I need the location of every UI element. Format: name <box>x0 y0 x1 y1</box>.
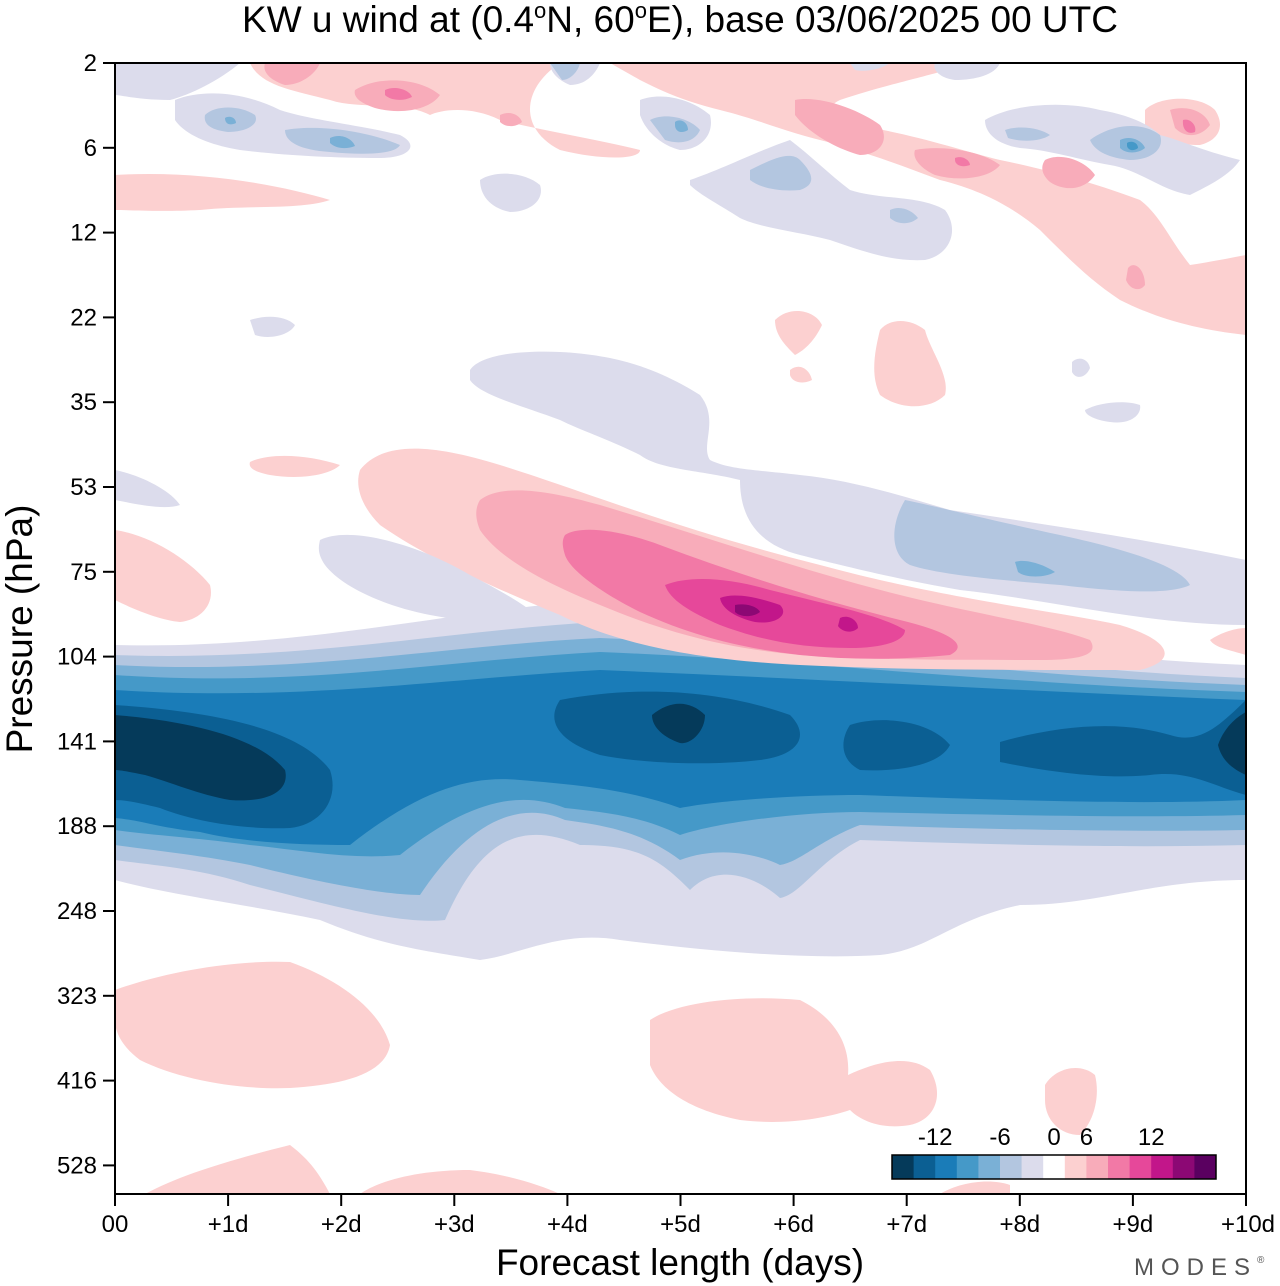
x-tick-label: +10d <box>1221 1211 1275 1238</box>
y-tick-label: 12 <box>70 220 97 247</box>
contour-field <box>115 63 1246 1194</box>
y-axis-label: Pressure (hPa) <box>0 505 40 754</box>
colorbar-swatch <box>913 1155 936 1179</box>
colorbar-swatch <box>978 1155 1001 1179</box>
colorbar-swatch <box>1043 1155 1066 1179</box>
x-tick-label: +8d <box>999 1211 1040 1238</box>
colorbar-tick-label: 12 <box>1138 1124 1165 1151</box>
y-tick-label: 104 <box>57 644 97 671</box>
contour-pos-4 <box>476 490 1093 660</box>
contour-pos-2-trop <box>115 961 1097 1194</box>
x-tick-label: +6d <box>773 1211 814 1238</box>
colorbar-tick-label: 6 <box>1080 1124 1093 1151</box>
x-tick-label: +7d <box>886 1211 927 1238</box>
y-tick-label: 248 <box>57 898 97 925</box>
colorbar-swatch <box>1000 1155 1023 1179</box>
colorbar-swatch <box>935 1155 958 1179</box>
x-tick-label: 00 <box>102 1211 129 1238</box>
y-tick-label: 416 <box>57 1068 97 1095</box>
colorbar-swatch <box>1064 1155 1087 1179</box>
x-axis: 00 +1d +2d +3d +4d +5d +6d +7d +8d +9d +10d <box>102 1194 1275 1238</box>
contour-neg-4-upper <box>894 500 1190 592</box>
y-tick-label: 53 <box>70 474 97 501</box>
y-tick-label: 188 <box>57 813 97 840</box>
y-tick-label: 22 <box>70 304 97 331</box>
contour-neg-14 <box>115 703 1246 801</box>
colorbar-swatch <box>956 1155 979 1179</box>
y-tick-label: 141 <box>57 728 97 755</box>
colorbar-swatch <box>1194 1155 1217 1179</box>
contour-neg-8-strat <box>1127 141 1138 151</box>
contour-neg-6-strat <box>225 116 1145 153</box>
y-tick-label: 35 <box>70 389 97 416</box>
x-tick-label: +3d <box>434 1211 475 1238</box>
colorbar-frame <box>891 1154 1217 1180</box>
x-axis-label: Forecast length (days) <box>496 1242 864 1283</box>
y-tick-label: 75 <box>70 559 97 586</box>
colorbar-swatch <box>1129 1155 1152 1179</box>
x-tick-label: +9d <box>1113 1211 1154 1238</box>
y-axis: 2 6 12 22 35 53 75 104 141 188 248 323 416 528 <box>57 50 115 1179</box>
colorbar-swatch <box>1108 1155 1131 1179</box>
contour-neg-2-strat <box>115 63 1240 423</box>
x-tick-label: +5d <box>660 1211 701 1238</box>
contour-neg-12 <box>115 691 1246 829</box>
colorbar-legend: -12 -6 0 6 12 <box>891 1124 1217 1180</box>
y-tick-label: 2 <box>84 50 97 77</box>
chart-title: KW u wind at (0.4oN, 60oE), base 03/06/2… <box>242 0 1118 40</box>
contour-neg-6-upper <box>1015 560 1055 577</box>
contour-pos-12 <box>735 604 760 617</box>
colorbar-tick-label: -6 <box>989 1124 1010 1151</box>
colorbar-swatch <box>1151 1155 1174 1179</box>
x-tick-label: +2d <box>321 1211 362 1238</box>
x-tick-label: +4d <box>547 1211 588 1238</box>
colorbar-swatch <box>892 1155 915 1179</box>
y-tick-label: 323 <box>57 983 97 1010</box>
colorbar-swatch <box>1172 1155 1195 1179</box>
colorbar-swatch <box>1021 1155 1044 1179</box>
y-tick-label: 528 <box>57 1152 97 1179</box>
colorbar-tick-label: 0 <box>1047 1124 1060 1151</box>
colorbar-swatch <box>1086 1155 1109 1179</box>
contour-pos-4-strat <box>264 63 1210 290</box>
contour-pos-10 <box>720 595 858 632</box>
colorbar-tick-label: -12 <box>918 1124 953 1151</box>
modes-logo: MODES® <box>1134 1254 1271 1281</box>
y-tick-label: 6 <box>84 135 97 162</box>
x-tick-label: +1d <box>208 1211 249 1238</box>
